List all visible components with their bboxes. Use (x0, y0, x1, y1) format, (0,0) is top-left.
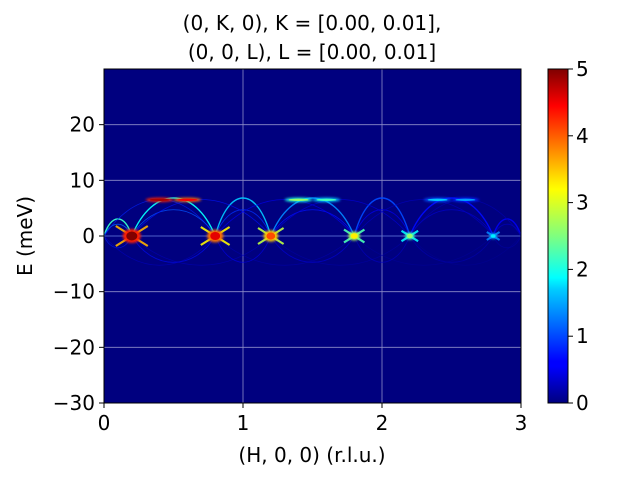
hotspot-core (491, 234, 496, 238)
dispersion-branch-upper (353, 197, 411, 237)
colorbar-tick-label: 2 (576, 257, 589, 281)
colorbar-tick-label: 3 (576, 191, 589, 215)
y-axis-ticks: −30 −20 −10 0 10 20 (53, 113, 104, 415)
y-tick-label: 10 (70, 168, 95, 192)
dispersion-branch-inner (214, 209, 272, 237)
colorbar-tick-label: 4 (576, 124, 589, 148)
x-tick-label: 2 (376, 411, 389, 435)
peak-band-core (288, 198, 309, 202)
peak-band-core (455, 198, 476, 202)
dispersion-branch-upper (131, 197, 216, 237)
peak-band-core (427, 198, 448, 202)
colorbar-gradient (548, 69, 568, 403)
colorbar-frame (547, 68, 569, 404)
hotspot-core (406, 233, 413, 239)
dispersion-branch-upper (270, 197, 355, 237)
hotspot-core (126, 231, 138, 241)
dispersion-branch-wide (214, 199, 355, 237)
colorbar-tick-label: 0 (576, 391, 589, 415)
dispersion-branch-wide-lower (409, 235, 521, 266)
y-tick-label: −10 (53, 280, 95, 304)
dispersion-marks (104, 197, 521, 266)
y-axis-label: E (meV) (13, 196, 37, 276)
dispersion-branch-upper (214, 197, 272, 237)
dispersion-branch-wide-lower (353, 235, 494, 266)
peak-band-core (316, 198, 337, 202)
dispersion-branch-lower (409, 235, 494, 263)
x-tick-label: 1 (237, 411, 250, 435)
x-tick-label: 0 (98, 411, 111, 435)
dispersion-branch-lower (492, 235, 521, 249)
dispersion-branch-inner (270, 209, 355, 237)
hotspot-core (210, 231, 221, 241)
dispersion-branch-lower (270, 235, 355, 263)
dispersion-branch-wide (131, 199, 272, 237)
dispersion-branch-lower (214, 235, 272, 263)
hotspot-core (350, 233, 358, 239)
dispersion-branch-upper (409, 197, 494, 237)
y-tick-label: 0 (82, 224, 95, 248)
chart-title-line1: (0, K, 0), K = [0.00, 0.01], (183, 11, 442, 35)
colorbar-ticks: 0 1 2 3 4 5 (568, 57, 589, 415)
chart-title-line2: (0, 0, L), L = [0.00, 0.01] (188, 40, 436, 64)
x-axis-ticks: 0 1 2 3 (98, 403, 528, 435)
y-tick-label: 20 (70, 113, 95, 137)
dispersion-branch-wide-lower (131, 235, 272, 266)
dispersion-branch-inner (492, 223, 521, 237)
x-axis-label: (H, 0, 0) (r.l.u.) (238, 443, 385, 467)
dispersion-branch-lower (353, 235, 411, 263)
dispersion-branch-wide (270, 199, 411, 237)
dispersion-branch-inner (353, 209, 411, 237)
dispersion-branch-wide (353, 199, 494, 237)
colorbar-tick-label: 1 (576, 324, 589, 348)
x-tick-label: 3 (515, 411, 528, 435)
y-tick-label: −20 (53, 335, 95, 359)
hotspot-core (266, 232, 276, 240)
dispersion-branch-wide-lower (270, 235, 411, 266)
dispersion-branch-wide-lower (104, 235, 216, 266)
colorbar-tick-label: 5 (576, 57, 589, 81)
dispersion-branch-wide-lower (214, 235, 355, 266)
dispersion-branch-lower (131, 235, 216, 263)
peak-band-core (149, 198, 170, 202)
y-tick-label: −30 (53, 391, 95, 415)
peak-band-core (177, 198, 198, 202)
